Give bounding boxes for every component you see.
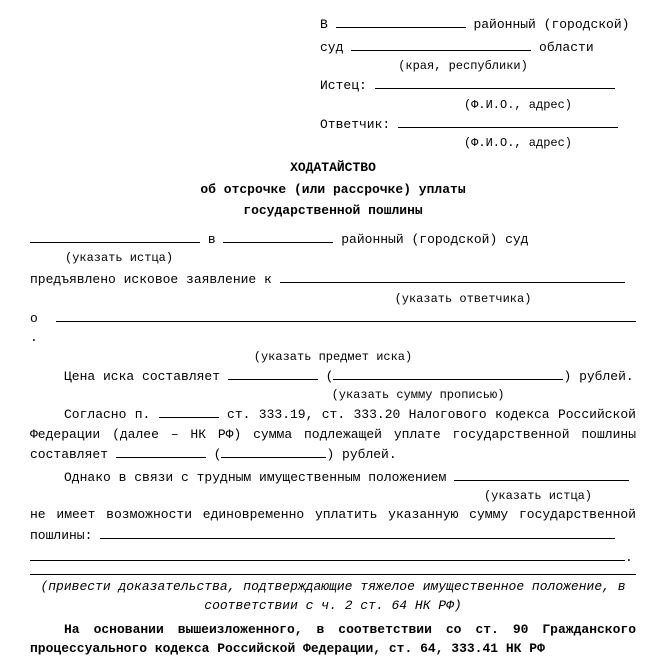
body-in: в xyxy=(208,230,216,250)
hdr-in: В xyxy=(320,17,328,32)
hint-istets: (указать истца) xyxy=(65,251,173,265)
blank-however xyxy=(454,467,629,481)
body-claim: предъявлено исковое заявление к xyxy=(30,272,272,287)
blank-defendant xyxy=(398,114,618,128)
body-however: Однако в связи с трудным имущественным п… xyxy=(64,470,446,485)
evidence-hint: (привести доказательства, подтверждающие… xyxy=(30,577,636,616)
hint-fio1: (Ф.И.О., адрес) xyxy=(400,96,636,114)
body-court: районный (городской) суд xyxy=(341,230,528,250)
body-basedon: На основании вышеизложенного, в соответс… xyxy=(30,620,636,659)
blank-sum-words xyxy=(333,366,563,380)
body-price-a: Цена иска составляет xyxy=(64,369,220,384)
hint-region: (края, республики) xyxy=(290,57,636,75)
title-3: государственной пошлины xyxy=(30,201,636,221)
body-according-a: Согласно п. xyxy=(64,407,150,422)
hint-sum-words: (указать сумму прописью) xyxy=(200,386,636,404)
blank-to xyxy=(280,269,625,283)
defendant-label: Ответчик: xyxy=(320,117,390,132)
blank-court2 xyxy=(223,229,333,243)
hint-istets2: (указать истца) xyxy=(440,487,636,505)
blank-region xyxy=(351,37,531,51)
blank-court xyxy=(336,14,466,28)
hdr-district: районный (городской) xyxy=(473,17,629,32)
hint-fio2: (Ф.И.О., адрес) xyxy=(400,134,636,152)
body-o: о xyxy=(30,311,38,326)
hdr-sud: суд xyxy=(320,40,343,55)
body-price-c: ) рублей. xyxy=(563,369,633,384)
blank-nomeans xyxy=(100,525,615,539)
blank-fee xyxy=(116,444,206,458)
court-header: В районный (городской) суд области (края… xyxy=(320,14,636,152)
plaintiff-label: Истец: xyxy=(320,78,367,93)
blank-subject xyxy=(56,308,636,322)
body-according-d: ) рублей. xyxy=(326,447,396,462)
title-2: об отсрочке (или рассрочке) уплаты xyxy=(30,180,636,200)
blank-istets xyxy=(30,229,200,243)
doc-title: ХОДАТАЙСТВО об отсрочке (или рассрочке) … xyxy=(30,158,636,221)
blank-nomeans2 xyxy=(30,547,625,561)
hdr-oblast: области xyxy=(539,40,594,55)
divider xyxy=(30,574,636,575)
hint-subject: (указать предмет иска) xyxy=(30,348,636,366)
body-price-b: ( xyxy=(326,369,334,384)
blank-sum xyxy=(228,366,318,380)
body-according-c: ( xyxy=(214,447,222,462)
blank-plaintiff xyxy=(375,75,615,89)
title-1: ХОДАТАЙСТВО xyxy=(30,158,636,178)
blank-fee2 xyxy=(221,444,326,458)
hint-defendant: (указать ответчика) xyxy=(290,290,636,308)
blank-p xyxy=(159,404,219,418)
